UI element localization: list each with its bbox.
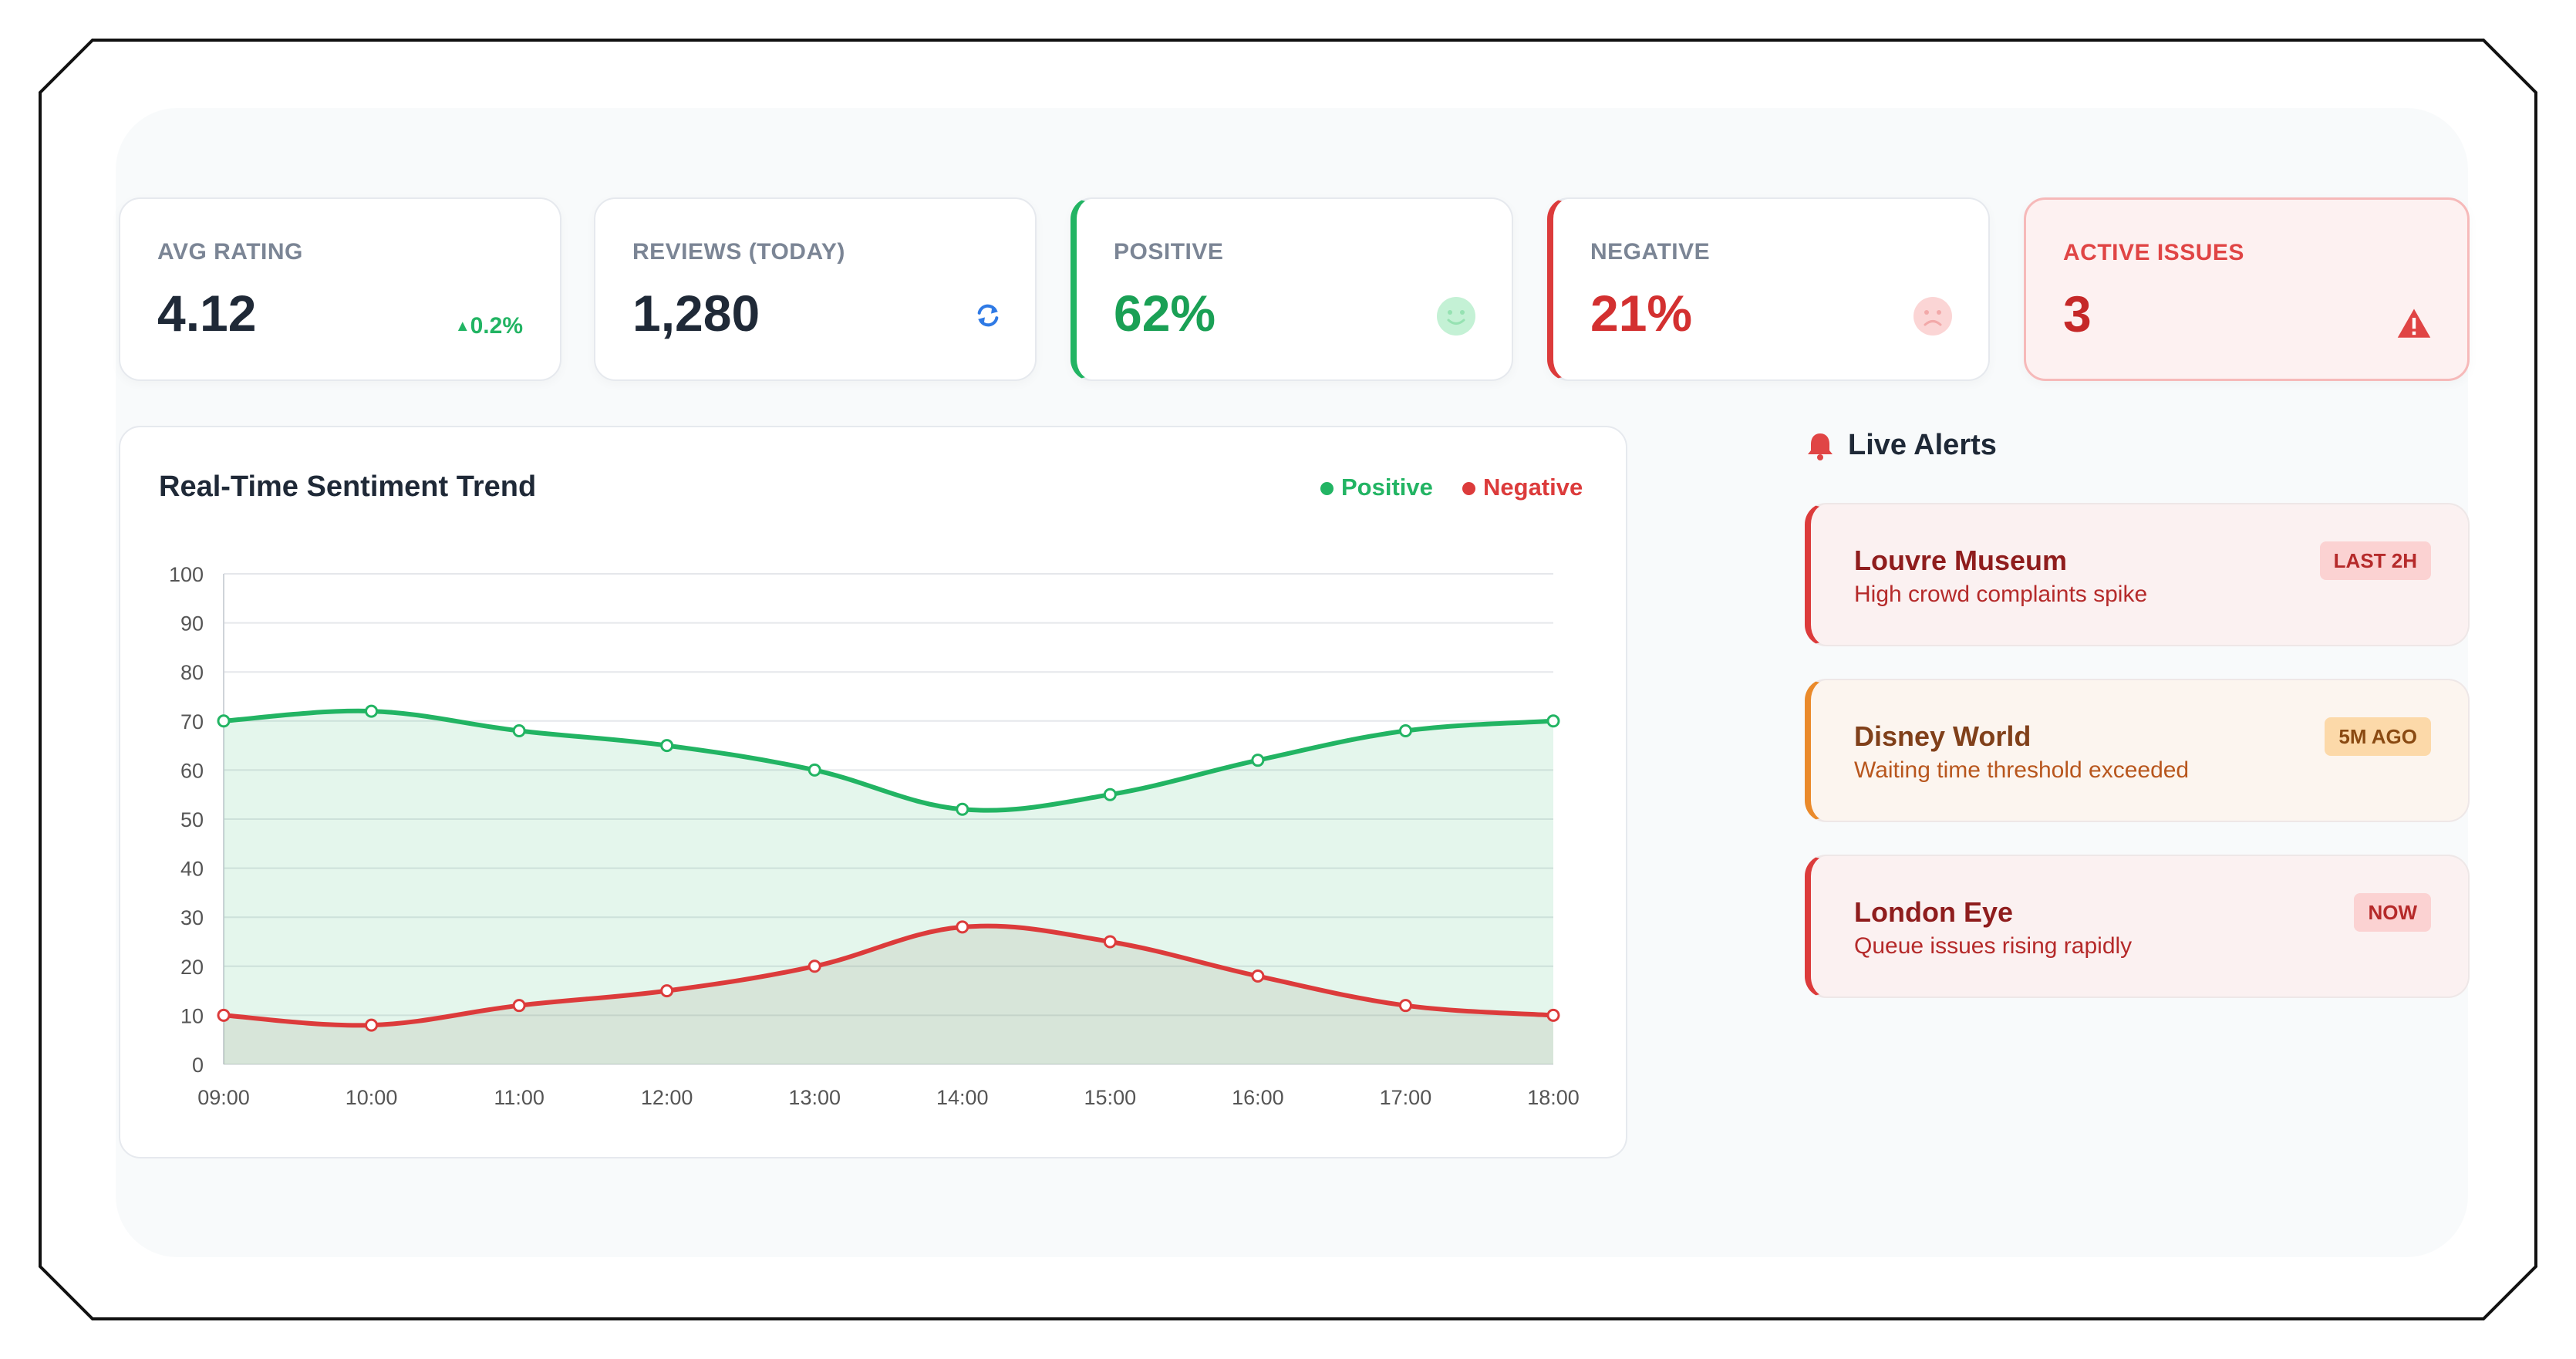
point-positive bbox=[660, 739, 674, 753]
x-tick-label: 16:00 bbox=[1232, 1086, 1284, 1109]
point-positive bbox=[808, 763, 821, 777]
y-tick-label: 10 bbox=[180, 1004, 204, 1027]
sentiment-trend-card: Real-Time Sentiment Trend Positive Negat… bbox=[119, 426, 1627, 1158]
point-positive bbox=[1546, 714, 1560, 728]
positive-value: 62% bbox=[1114, 285, 1216, 342]
point-negative bbox=[1251, 970, 1265, 983]
legend-positive-label: Positive bbox=[1341, 474, 1433, 501]
point-positive bbox=[1398, 724, 1412, 738]
live-alerts-title: Live Alerts bbox=[1848, 429, 1997, 462]
alert-time-badge: LAST 2H bbox=[2319, 541, 2431, 580]
alert-description: Queue issues rising rapidly bbox=[1854, 933, 2133, 959]
smile-face-icon bbox=[1437, 297, 1475, 336]
y-tick-label: 100 bbox=[169, 563, 204, 586]
alert-time-badge: NOW bbox=[2354, 893, 2431, 932]
warning-triangle-icon bbox=[2397, 309, 2431, 338]
x-tick-label: 17:00 bbox=[1380, 1086, 1432, 1109]
point-positive bbox=[217, 714, 231, 728]
y-tick-label: 50 bbox=[180, 808, 204, 831]
legend-negative-label: Negative bbox=[1483, 474, 1583, 501]
reviews-today-card: REVIEWS (TODAY) 1,280 bbox=[594, 197, 1037, 381]
point-negative bbox=[956, 920, 969, 934]
y-tick-label: 0 bbox=[192, 1054, 204, 1077]
avg-rating-value: 4.12 bbox=[157, 285, 257, 342]
point-negative bbox=[217, 1008, 231, 1022]
y-tick-label: 70 bbox=[180, 710, 204, 733]
alert-description: Waiting time threshold exceeded bbox=[1854, 757, 2190, 783]
negative-card: NEGATIVE 21% bbox=[1547, 197, 1990, 381]
active-issues-label: ACTIVE ISSUES bbox=[2063, 240, 2244, 265]
point-positive bbox=[956, 802, 969, 816]
active-issues-value: 3 bbox=[2063, 285, 2092, 342]
x-tick-label: 12:00 bbox=[641, 1086, 693, 1109]
positive-label: POSITIVE bbox=[1114, 239, 1224, 265]
area-positive bbox=[224, 710, 1553, 1064]
live-alerts-title-text: Live Alerts bbox=[1848, 429, 1997, 461]
x-tick-label: 09:00 bbox=[197, 1086, 250, 1109]
triangle-up-icon: ▲ bbox=[454, 318, 470, 335]
point-negative bbox=[1103, 935, 1117, 949]
legend-positive[interactable]: Positive bbox=[1320, 474, 1433, 501]
sentiment-chart: 0 10 20 30 40 50 60 70 80 90 100 09:00 10:00 11:00 12:… bbox=[169, 563, 1580, 1109]
legend-negative[interactable]: Negative bbox=[1462, 474, 1583, 501]
alert-description: High crowd complaints spike bbox=[1854, 582, 2148, 607]
alert-time-badge: 5M AGO bbox=[2325, 717, 2431, 756]
line-negative bbox=[223, 923, 1554, 1028]
chart-title: Real-Time Sentiment Trend bbox=[159, 470, 537, 503]
y-tick-label: 30 bbox=[180, 906, 204, 929]
point-positive bbox=[1103, 787, 1117, 801]
positive-card: POSITIVE 62% bbox=[1071, 197, 1513, 381]
x-tick-label: 13:00 bbox=[788, 1086, 841, 1109]
x-tick-label: 11:00 bbox=[494, 1086, 545, 1109]
y-tick-label: 40 bbox=[180, 858, 204, 881]
bell-icon bbox=[1808, 433, 1833, 460]
alert-item-louvre[interactable]: Louvre Museum High crowd complaints spik… bbox=[1805, 503, 2470, 646]
reviews-today-value: 1,280 bbox=[632, 285, 760, 342]
avg-rating-card: AVG RATING 4.12 ▲0.2% bbox=[119, 197, 561, 381]
x-tick-label: 15:00 bbox=[1084, 1086, 1137, 1109]
point-negative bbox=[660, 984, 674, 998]
y-tick-label: 90 bbox=[180, 612, 204, 636]
alert-item-london-eye[interactable]: London Eye Queue issues rising rapidly N… bbox=[1805, 855, 2470, 998]
point-negative bbox=[808, 959, 821, 973]
avg-rating-trend-value: 0.2% bbox=[470, 313, 523, 339]
x-tick-label: 14:00 bbox=[936, 1086, 989, 1109]
line-positive bbox=[223, 708, 1554, 813]
point-negative bbox=[365, 1018, 379, 1032]
active-issues-card[interactable]: ACTIVE ISSUES 3 bbox=[2024, 197, 2470, 381]
alert-name: Louvre Museum bbox=[1854, 545, 2068, 576]
refresh-icon[interactable] bbox=[972, 299, 1004, 332]
negative-label: NEGATIVE bbox=[1590, 239, 1711, 265]
point-negative bbox=[1398, 999, 1412, 1013]
legend-positive-dot bbox=[1320, 482, 1334, 496]
sad-face-icon bbox=[1913, 297, 1952, 336]
y-tick-label: 80 bbox=[180, 661, 204, 684]
y-tick-label: 20 bbox=[180, 956, 204, 979]
legend-negative-dot bbox=[1462, 482, 1475, 496]
avg-rating-trend: ▲0.2% bbox=[455, 313, 523, 339]
point-negative bbox=[1546, 1008, 1560, 1022]
alert-name: Disney World bbox=[1854, 720, 2031, 752]
x-tick-label: 18:00 bbox=[1527, 1086, 1580, 1109]
point-negative bbox=[512, 999, 526, 1013]
reviews-today-label: REVIEWS (TODAY) bbox=[632, 239, 845, 265]
x-tick-label: 10:00 bbox=[346, 1086, 398, 1109]
alert-name: London Eye bbox=[1854, 896, 2013, 928]
y-tick-label: 60 bbox=[180, 759, 204, 782]
point-positive bbox=[1251, 754, 1265, 767]
point-positive bbox=[512, 724, 526, 738]
point-positive bbox=[365, 704, 379, 718]
alert-item-disney[interactable]: Disney World Waiting time threshold exce… bbox=[1805, 679, 2470, 822]
avg-rating-label: AVG RATING bbox=[157, 239, 303, 265]
negative-value: 21% bbox=[1590, 285, 1693, 342]
area-negative bbox=[224, 926, 1553, 1064]
